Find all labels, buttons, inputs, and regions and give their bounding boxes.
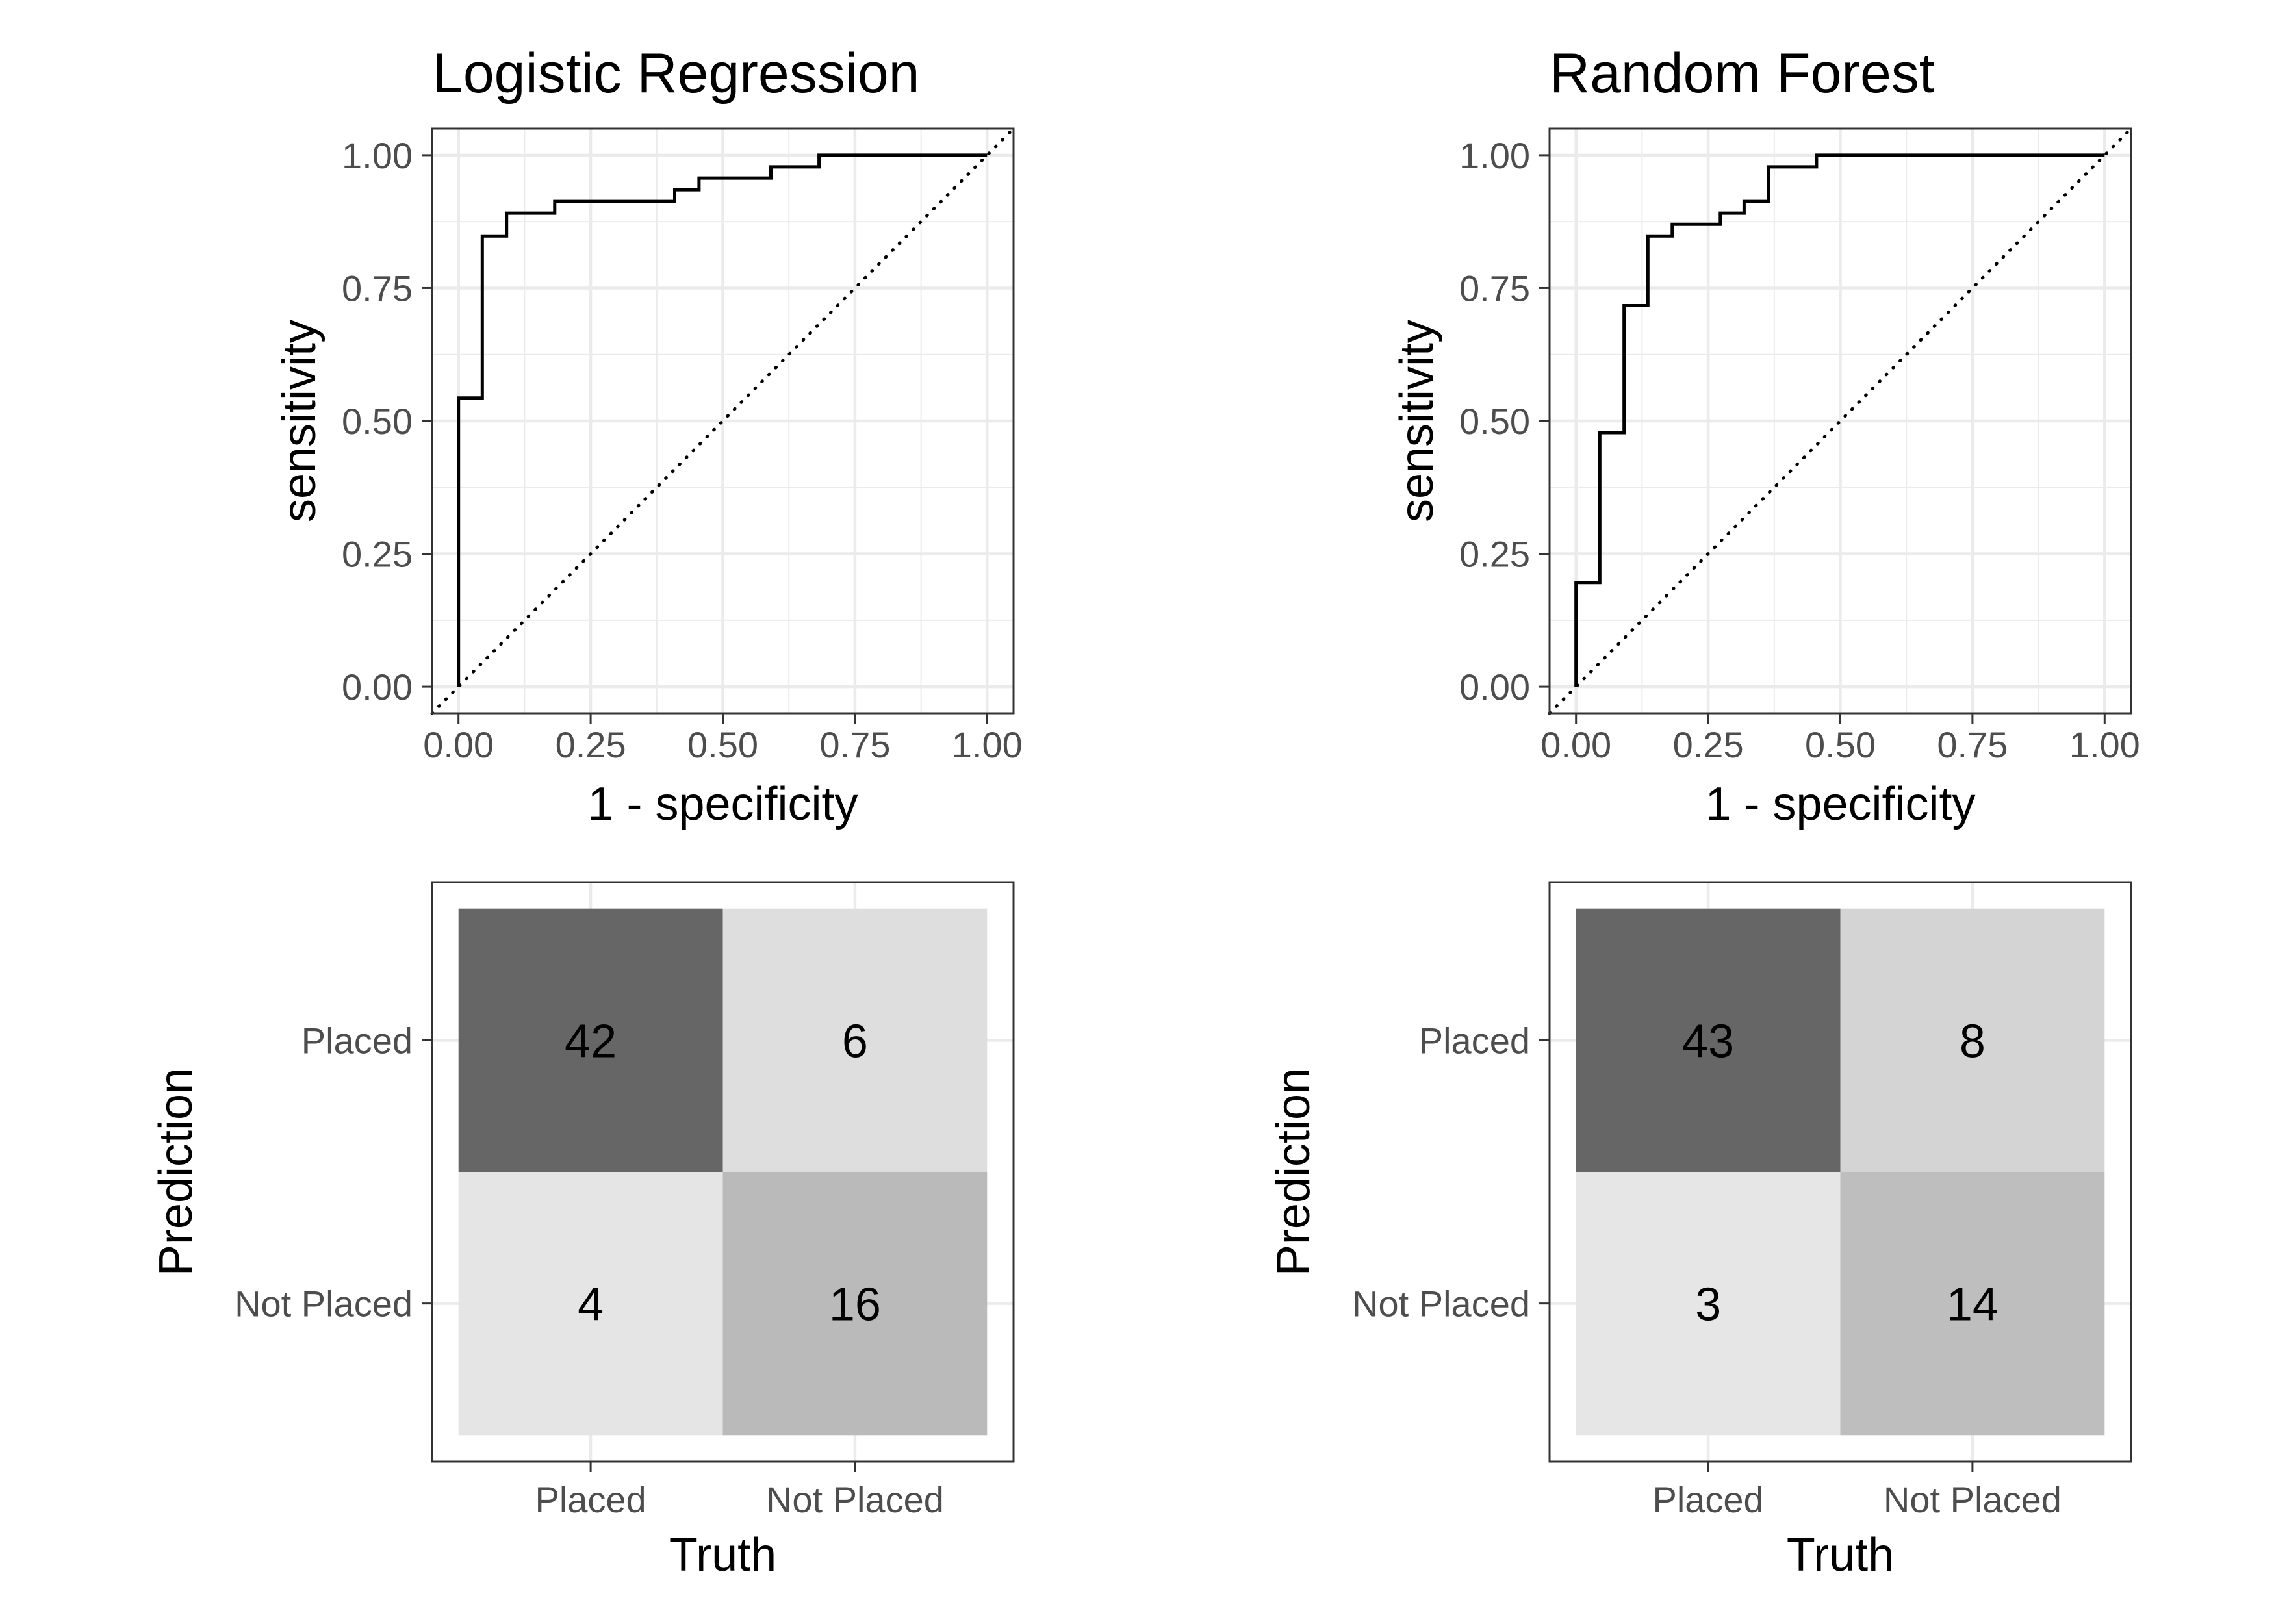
x-tick-label: 0.00 (1540, 724, 1611, 765)
roc-curve (457, 153, 988, 687)
y-tick-label: 0.75 (1459, 268, 1530, 309)
cell-value: 8 (1960, 1015, 1986, 1067)
x-tick-label: 0.75 (819, 724, 890, 765)
matrix-cell (1840, 1172, 2105, 1436)
confusion-matrix-panel: 43 8 3 14 Placed Not Placed Placed Not Placed Tr… (1268, 881, 2132, 1581)
matrix-cell (722, 908, 988, 1172)
y-tick-label: 0.50 (342, 401, 413, 442)
matrix-cell (1576, 908, 1841, 1172)
y-tick-label: Not Placed (235, 1284, 413, 1325)
panel-border (431, 881, 1015, 1463)
x-tick-label: 0.75 (1937, 724, 2008, 765)
x-tick-label: Not Placed (1884, 1479, 2062, 1520)
matrix-cell (458, 1172, 723, 1436)
matrix-cell (1840, 908, 2105, 1172)
roc-panel: 0.00 0.25 0.50 0.75 1.00 0.00 0.25 0.50 0.75 1.00… (1391, 42, 2140, 830)
y-axis-title: sensitivity (1391, 320, 1443, 522)
y-tick-label: 0.00 (1459, 666, 1530, 707)
roc-curve (1574, 153, 2105, 687)
x-tick-label: 0.50 (1805, 724, 1876, 765)
y-tick-label: Placed (1419, 1020, 1530, 1061)
y-axis-title: Prediction (150, 1068, 202, 1276)
x-tick-label: Placed (1652, 1479, 1763, 1520)
y-axis-title: sensitivity (274, 320, 326, 522)
x-tick-label: Not Placed (766, 1479, 944, 1520)
y-tick-label: Placed (301, 1020, 413, 1061)
cell-value: 42 (565, 1015, 617, 1067)
x-axis-title: Truth (1787, 1529, 1894, 1581)
x-tick-label: 0.00 (423, 724, 494, 765)
y-axis-title: Prediction (1268, 1068, 1320, 1276)
cell-value: 14 (1947, 1279, 1999, 1331)
y-tick-label: 0.50 (1459, 401, 1530, 442)
confusion-matrix-panel: 42 6 4 16 Placed Not Placed Placed Not Placed Tr… (150, 881, 1015, 1581)
x-tick-label: 1.00 (952, 724, 1023, 765)
panel-border (1548, 881, 2132, 1463)
matrix-cell (722, 1172, 988, 1436)
y-tick-label: Not Placed (1352, 1284, 1530, 1325)
reference-diagonal (1548, 127, 2133, 715)
cell-value: 16 (829, 1279, 881, 1331)
cell-value: 6 (842, 1015, 868, 1067)
cell-value: 3 (1695, 1279, 1721, 1331)
x-tick-label: 0.50 (687, 724, 758, 765)
y-tick-label: 0.00 (342, 666, 413, 707)
x-tick-label: Placed (535, 1479, 646, 1520)
reference-diagonal (430, 127, 1016, 715)
chart-title: Random Forest (1550, 42, 1935, 105)
matrix-cell (1576, 1172, 1841, 1436)
x-axis-title: 1 - specificity (1705, 778, 1975, 830)
roc-panel: 0.00 0.25 0.50 0.75 1.00 0.00 0.25 0.50 0.75 1.00… (274, 42, 1023, 830)
y-tick-label: 1.00 (342, 135, 413, 176)
y-tick-label: 0.75 (342, 268, 413, 309)
matrix-cell (458, 908, 723, 1172)
y-tick-label: 1.00 (1459, 135, 1530, 176)
x-axis-title: Truth (669, 1529, 776, 1581)
chart-title: Logistic Regression (432, 42, 919, 105)
cell-value: 4 (578, 1279, 604, 1331)
x-tick-label: 0.25 (1673, 724, 1744, 765)
x-tick-label: 1.00 (2069, 724, 2140, 765)
x-tick-label: 0.25 (556, 724, 626, 765)
x-axis-title: 1 - specificity (587, 778, 858, 830)
y-tick-label: 0.25 (1459, 534, 1530, 575)
y-tick-label: 0.25 (342, 534, 413, 575)
cell-value: 43 (1682, 1015, 1734, 1067)
